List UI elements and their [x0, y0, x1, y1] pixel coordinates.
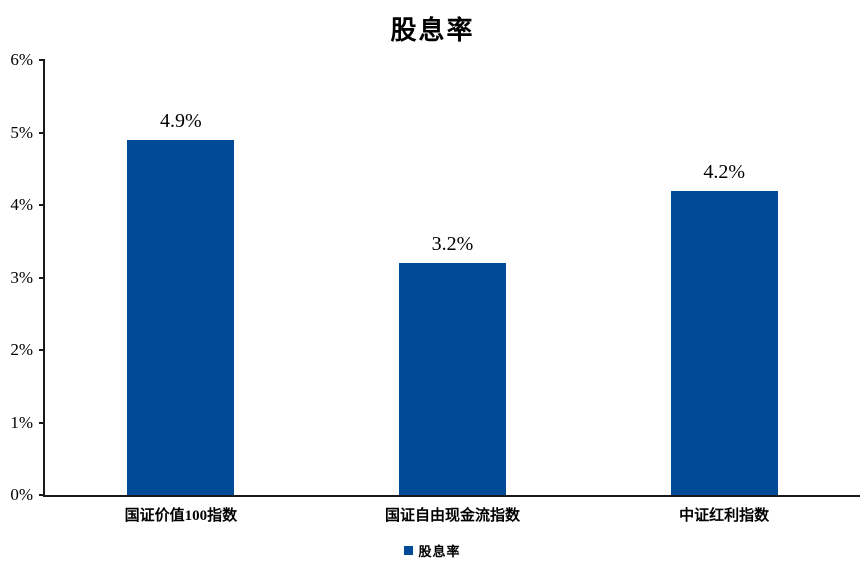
y-axis-tick-mark: [39, 421, 45, 424]
bar-中证红利指数: [670, 190, 778, 495]
bar-value-label: 3.2%: [431, 233, 474, 255]
y-axis-tick-mark: [39, 276, 45, 279]
legend-label: 股息率: [418, 544, 461, 559]
y-axis-tick-label: 5%: [10, 122, 33, 142]
y-axis-tick-label: 6%: [10, 50, 33, 69]
bar-value-label: 4.9%: [159, 109, 202, 132]
legend: 股息率: [0, 541, 865, 560]
bar-value-label: 4.2%: [703, 160, 745, 183]
y-axis-tick-mark: [39, 131, 45, 134]
x-axis-category-label: 国证价值100指数: [124, 508, 238, 524]
y-axis-tick-mark: [39, 494, 45, 496]
y-axis-tick-label: 3%: [10, 267, 33, 287]
y-axis-tick-mark: [39, 349, 45, 351]
bar-国证自由现金流指数: [399, 263, 506, 495]
y-axis-tick-label: 0%: [10, 485, 33, 504]
y-axis-tick-mark: [39, 59, 45, 61]
y-axis-tick-mark: [39, 204, 45, 206]
x-axis-category-label: 国证自由现金流指数: [384, 508, 520, 524]
plot-area: 0% 1% 2% 3% 4% 5% 6% 4.9% 国证价值100指数 3.2% 国证自由现金流指数…: [10, 51, 860, 524]
x-axis-category-label: 中证红利指数: [679, 508, 770, 524]
y-axis-tick-label: 1%: [10, 412, 33, 432]
bar-国证价值100指数: [127, 139, 235, 495]
y-axis-tick-label: 4%: [10, 195, 33, 214]
legend-swatch-icon: [404, 546, 414, 555]
chart-title: 股息率: [390, 16, 475, 45]
y-axis-tick-label: 2%: [10, 340, 33, 359]
